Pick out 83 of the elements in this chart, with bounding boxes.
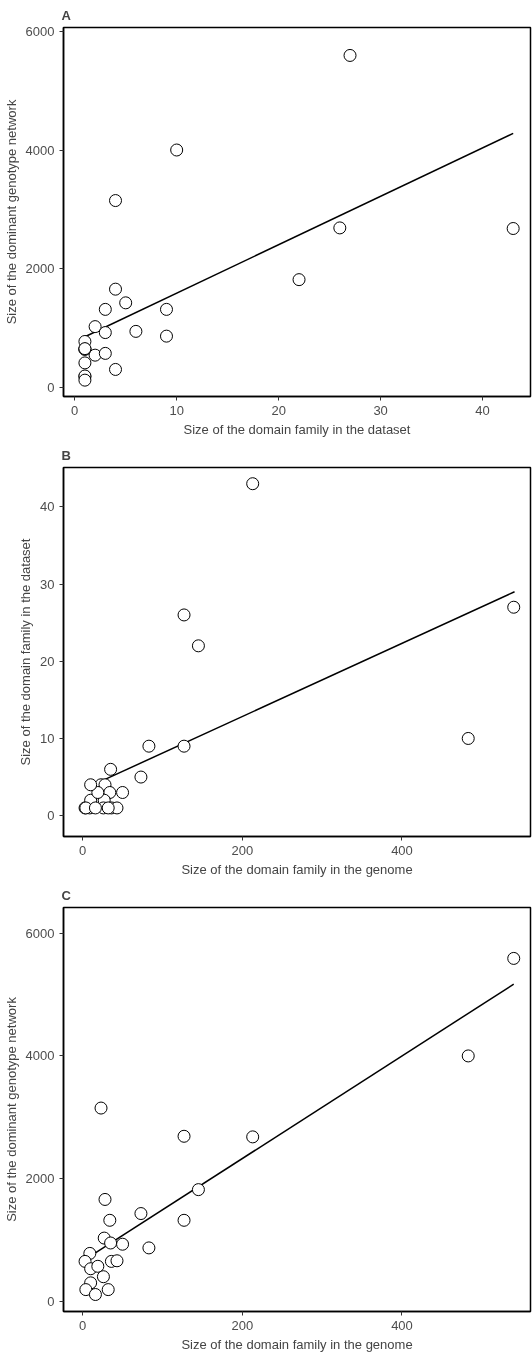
point xyxy=(88,801,102,815)
point xyxy=(191,1183,205,1197)
x-axis-title: Size of the domain family in the dataset xyxy=(183,421,411,437)
point xyxy=(461,1049,475,1063)
x-tick-label: 400 xyxy=(391,842,413,858)
x-tick-label: 0 xyxy=(79,842,87,858)
x-tick-label: 20 xyxy=(271,402,286,418)
y-tick-label: 2000 xyxy=(25,1171,55,1187)
x-tick-label: 0 xyxy=(71,402,79,418)
point xyxy=(177,1213,191,1227)
y-tick-label: 0 xyxy=(47,808,55,824)
y-tick-label: 0 xyxy=(47,380,55,396)
point xyxy=(94,1101,108,1115)
point xyxy=(91,1259,105,1273)
point xyxy=(134,1207,148,1221)
point xyxy=(177,739,191,753)
x-tick-label: 400 xyxy=(391,1317,413,1333)
point xyxy=(333,221,347,235)
x-tick-label: 0 xyxy=(79,1317,87,1333)
point xyxy=(78,356,92,370)
point xyxy=(246,477,260,491)
point xyxy=(507,951,521,965)
point xyxy=(119,296,133,310)
point xyxy=(246,1130,260,1144)
y-axis-title: Size of the dominant genotype network xyxy=(3,99,19,325)
point xyxy=(88,1288,102,1301)
chart-title: B xyxy=(61,447,71,463)
point xyxy=(177,1129,191,1143)
y-tick-label: 10 xyxy=(40,730,55,746)
point xyxy=(142,1241,156,1255)
x-axis-title: Size of the domain family in the genome xyxy=(181,861,413,877)
y-tick-label: 20 xyxy=(40,653,55,669)
point xyxy=(78,342,92,356)
y-axis-title: Size of the dominant genotype network xyxy=(3,996,19,1222)
point xyxy=(109,194,122,208)
point xyxy=(116,1237,130,1251)
x-tick-label: 200 xyxy=(231,1317,254,1333)
point xyxy=(507,600,521,614)
x-axis-title: Size of the domain family in the genome xyxy=(181,1336,413,1352)
point xyxy=(104,762,118,776)
point xyxy=(159,302,173,316)
y-tick-label: 0 xyxy=(47,1293,55,1309)
point xyxy=(109,362,122,376)
point xyxy=(103,1213,117,1227)
point xyxy=(134,770,148,784)
point xyxy=(292,273,306,287)
point xyxy=(142,739,156,753)
point xyxy=(98,346,112,360)
y-tick-label: 6000 xyxy=(25,925,55,941)
point xyxy=(84,778,98,792)
x-tick-label: 10 xyxy=(169,402,184,418)
chart-title: C xyxy=(61,887,72,903)
point xyxy=(101,1283,115,1297)
point xyxy=(461,731,475,745)
point xyxy=(110,1254,124,1268)
chart-title: A xyxy=(61,7,72,23)
point xyxy=(91,786,105,799)
y-tick-label: 4000 xyxy=(25,142,55,158)
point xyxy=(88,320,102,334)
y-axis-title: Size of the domain family in the dataset xyxy=(18,538,34,766)
point xyxy=(109,282,122,296)
y-tick-label: 30 xyxy=(40,576,55,592)
point xyxy=(177,608,191,622)
point xyxy=(159,329,173,343)
y-tick-label: 6000 xyxy=(25,23,55,39)
point xyxy=(170,143,184,157)
x-tick-label: 30 xyxy=(373,402,388,418)
point xyxy=(343,48,357,62)
x-tick-label: 40 xyxy=(475,402,490,418)
point xyxy=(129,324,143,338)
point xyxy=(96,1270,110,1284)
y-tick-label: 4000 xyxy=(25,1048,55,1064)
point xyxy=(191,639,205,653)
y-tick-label: 2000 xyxy=(25,261,55,277)
point xyxy=(98,302,112,316)
point xyxy=(104,1236,118,1250)
point xyxy=(506,222,520,235)
x-tick-label: 200 xyxy=(231,842,254,858)
point xyxy=(116,786,130,799)
point xyxy=(98,326,112,340)
point xyxy=(79,1283,93,1297)
y-tick-label: 40 xyxy=(40,499,55,515)
point xyxy=(98,1192,112,1206)
